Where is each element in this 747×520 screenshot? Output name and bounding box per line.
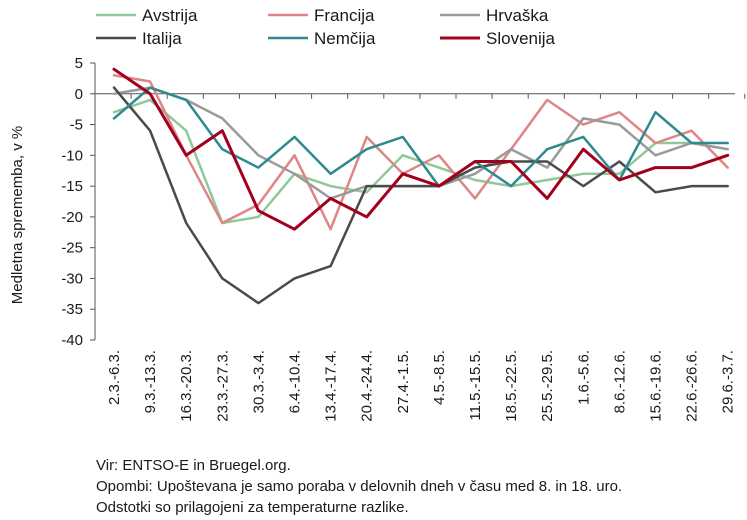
chart-notes: Vir: ENTSO-E in Bruegel.org. Opombi: Upo… — [96, 455, 736, 518]
y-tick-label: -25 — [61, 240, 83, 257]
x-tick-label: 16.3.-20.3. — [178, 350, 195, 422]
series-line-slovenija — [112, 67, 730, 231]
y-tick-label: -20 — [61, 209, 83, 226]
series-lines — [112, 67, 730, 305]
x-tick-label: 2.3.-6.3. — [106, 350, 123, 405]
legend-label: Hrvaška — [486, 6, 549, 25]
source-note: Vir: ENTSO-E in Bruegel.org. — [96, 457, 291, 474]
x-tick-label: 9.3.-13.3. — [142, 350, 159, 413]
series-line-italija — [112, 86, 729, 305]
x-tick-label: 20.4.-24.4. — [359, 350, 376, 422]
y-tick-label: -40 — [61, 332, 83, 349]
x-tick-label: 1.6.-5.6. — [575, 350, 592, 405]
series-line-francija — [112, 74, 729, 231]
y-tick-label: -30 — [61, 270, 83, 287]
legend-label: Francija — [314, 6, 375, 25]
chart-legend: Avstrija Francija Hrvaška Italija Nemčija Slo… — [96, 6, 556, 48]
x-tick-label: 27.4.-1.5. — [395, 350, 412, 413]
x-tick-label: 4.5.-8.5. — [431, 350, 448, 405]
x-tick-label: 22.6.-26.6. — [684, 350, 701, 422]
x-tick-label: 29.6.-3.7. — [720, 350, 737, 413]
y-tick-label: 0 — [75, 86, 83, 103]
legend-label: Slovenija — [486, 29, 556, 48]
x-tick-label: 30.3.-3.4. — [250, 350, 267, 413]
legend-label: Italija — [142, 29, 182, 48]
legend-label: Nemčija — [314, 29, 376, 48]
x-tick-label: 13.4.-17.4. — [323, 350, 340, 422]
x-tick-label: 25.5.-29.5. — [539, 350, 556, 422]
x-tick-label: 11.5.-15.5. — [467, 350, 484, 421]
y-tick-label: -15 — [61, 178, 83, 195]
y-tick-label: 5 — [75, 55, 83, 72]
x-tick-label: 18.5.-22.5. — [503, 350, 520, 422]
line-chart: Avstrija Francija Hrvaška Italija Nemčija Slo… — [9, 6, 746, 422]
legend-label: Avstrija — [142, 6, 198, 25]
y-tick-label: -10 — [61, 147, 83, 164]
x-tick-label: 23.3.-27.3. — [214, 350, 231, 422]
x-tick-label: 6.4.-10.4. — [287, 350, 304, 413]
y-axis-label: Medletna sprememba, v % — [9, 126, 26, 304]
y-tick-label: -5 — [70, 117, 83, 134]
method-note: Opombi: Upoštevana je samo poraba v delo… — [96, 478, 623, 495]
x-tick-label: 8.6.-12.6. — [611, 350, 628, 413]
series-line-nemčija — [112, 86, 729, 188]
y-tick-label: -35 — [61, 301, 83, 318]
x-axis: 2.3.-6.3. 9.3.-13.3. 16.3.-20.3. 23.3.-27.3… — [94, 93, 746, 422]
adjustment-note: Odstotki so prilagojeni za temperaturne … — [96, 499, 409, 516]
x-tick-label: 15.6.-19.6. — [648, 350, 665, 422]
y-axis: 5 0 -5 -10 -15 -20 -25 -30 -35 -40 — [61, 55, 96, 349]
